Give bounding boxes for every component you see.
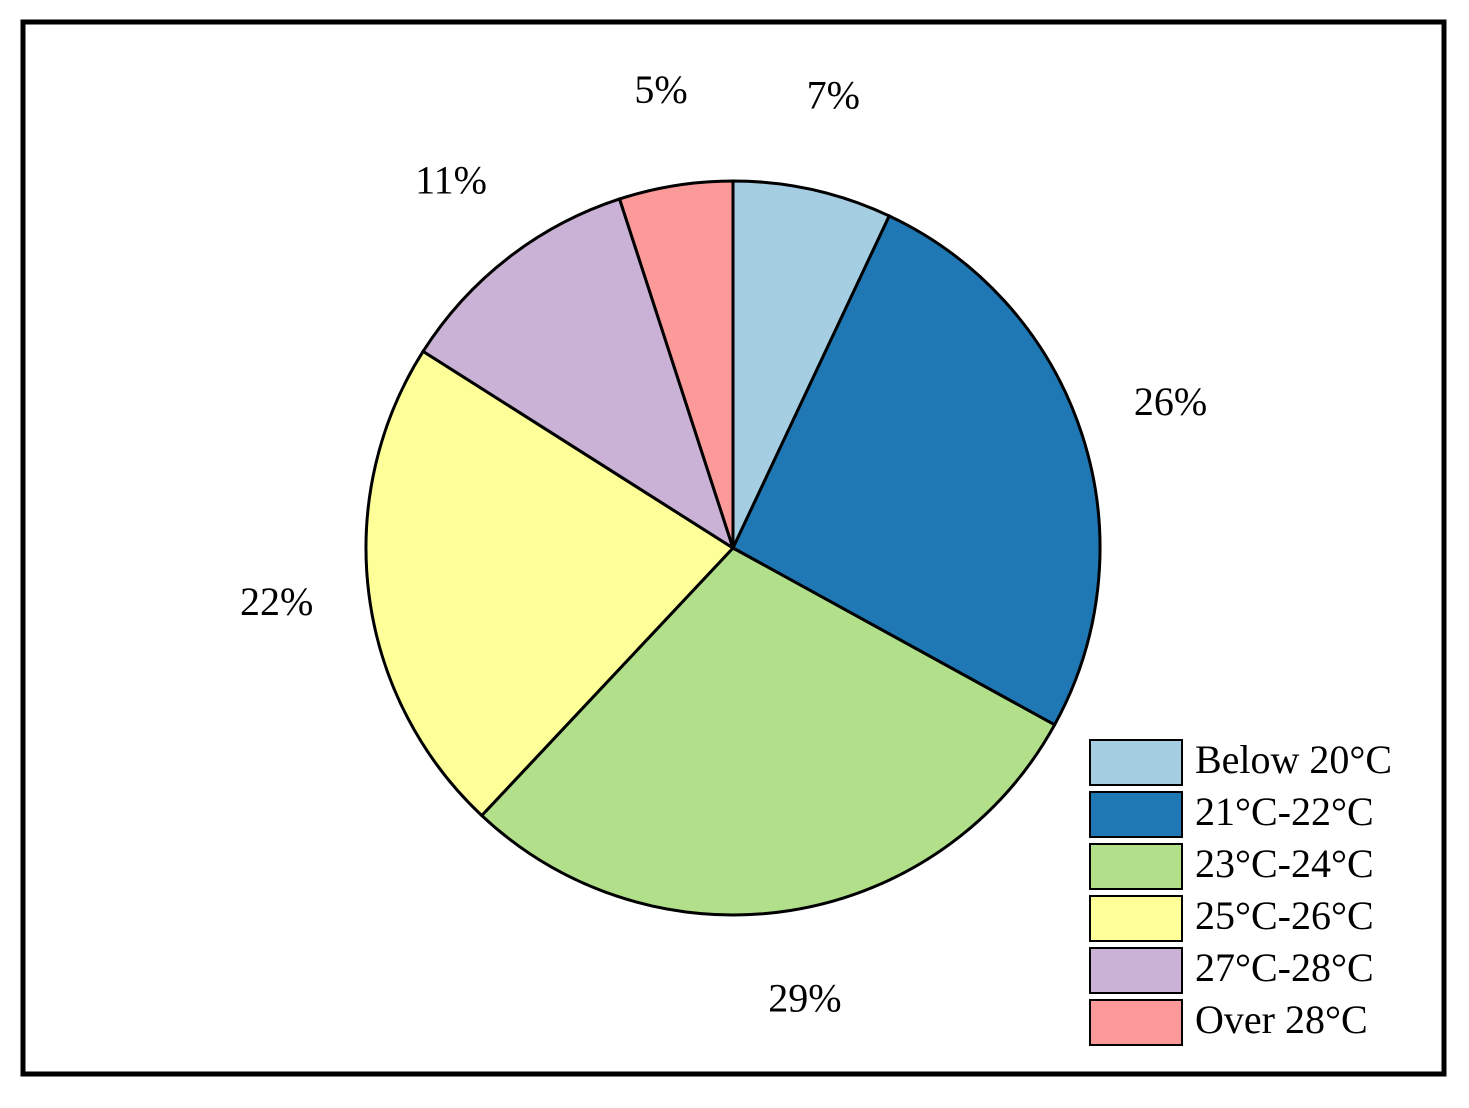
legend-swatch — [1089, 999, 1183, 1046]
value-label: 7% — [807, 72, 860, 117]
legend-label: Below 20°C — [1195, 737, 1392, 782]
value-label: 11% — [415, 158, 487, 203]
legend-label: 21°C-22°C — [1195, 789, 1374, 834]
legend-label: 27°C-28°C — [1195, 945, 1374, 990]
value-label: 29% — [768, 976, 841, 1021]
value-label: 26% — [1134, 379, 1207, 424]
legend-swatch — [1089, 739, 1183, 786]
pie-slice — [421, 197, 736, 552]
legend-label: 25°C-26°C — [1195, 893, 1374, 938]
legend-swatch — [1089, 947, 1183, 994]
legend-swatch — [1089, 843, 1183, 890]
pie-slice — [364, 349, 736, 818]
legend-swatch — [1089, 791, 1183, 838]
legend-label: 23°C-24°C — [1195, 841, 1374, 886]
value-label: 22% — [240, 579, 313, 624]
pie-slice — [617, 179, 735, 549]
value-label: 5% — [634, 67, 687, 112]
legend-swatch — [1089, 895, 1183, 942]
pie-slice — [731, 179, 892, 549]
legend-label: Over 28°C — [1195, 997, 1368, 1042]
pie-slice — [479, 546, 1057, 917]
